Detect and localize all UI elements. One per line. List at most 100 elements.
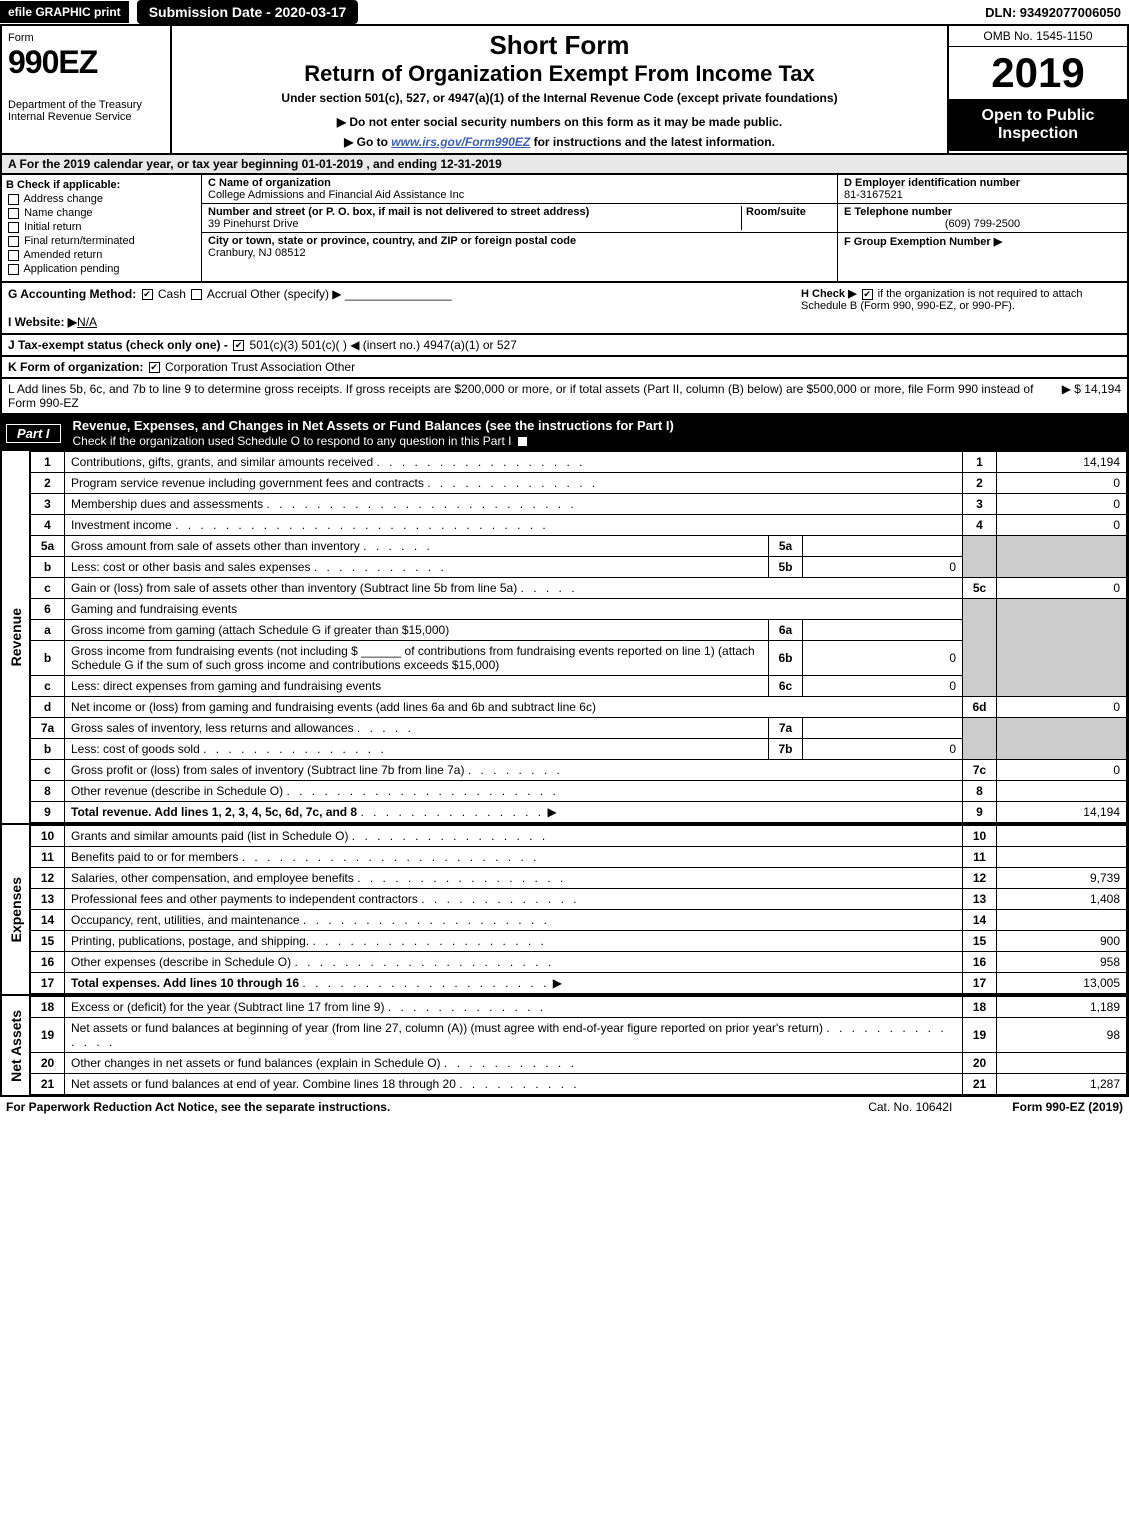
- line20-text: Other changes in net assets or fund bala…: [71, 1056, 441, 1070]
- top-bar: efile GRAPHIC print Submission Date - 20…: [0, 0, 1129, 26]
- line10-amt: [997, 826, 1127, 847]
- line6c-mid: 0: [803, 676, 963, 697]
- c-city-label: City or town, state or province, country…: [208, 235, 576, 247]
- d-ein: D Employer identification number 81-3167…: [838, 175, 1127, 204]
- j-opts: 501(c)(3) 501(c)( ) ◀ (insert no.) 4947(…: [250, 338, 517, 352]
- g-accounting: G Accounting Method: Cash Accrual Other …: [8, 287, 801, 301]
- line7a-mid: [803, 718, 963, 739]
- col-def: D Employer identification number 81-3167…: [837, 175, 1127, 281]
- org-city: Cranbury, NJ 08512: [208, 247, 306, 259]
- chk-initial-return[interactable]: Initial return: [6, 221, 197, 233]
- subtitle-under: Under section 501(c), 527, or 4947(a)(1)…: [176, 91, 943, 105]
- instruction-donot: ▶ Do not enter social security numbers o…: [176, 115, 943, 129]
- section-bcdef: B Check if applicable: Address change Na…: [0, 175, 1129, 283]
- room-label: Room/suite: [746, 206, 806, 218]
- d-label: D Employer identification number: [844, 177, 1020, 189]
- line7c-amt: 0: [997, 760, 1127, 781]
- line9-text: Total revenue. Add lines 1, 2, 3, 4, 5c,…: [71, 805, 357, 819]
- chk-accrual[interactable]: [191, 289, 202, 300]
- ein-value: 81-3167521: [844, 189, 903, 201]
- header-center: Short Form Return of Organization Exempt…: [172, 26, 947, 153]
- footer-catno: Cat. No. 10642I: [868, 1100, 952, 1114]
- i-website: I Website: ▶N/A: [8, 315, 801, 329]
- line18-text: Excess or (deficit) for the year (Subtra…: [71, 1000, 384, 1014]
- line13-text: Professional fees and other payments to …: [71, 892, 418, 906]
- form-label: Form: [8, 32, 164, 44]
- line3-text: Membership dues and assessments: [71, 497, 263, 511]
- line19-amt: 98: [997, 1018, 1127, 1053]
- e-phone: E Telephone number (609) 799-2500: [838, 204, 1127, 233]
- line16-text: Other expenses (describe in Schedule O): [71, 955, 291, 969]
- e-label: E Telephone number: [844, 206, 952, 218]
- department-label: Department of the Treasury Internal Reve…: [8, 99, 164, 123]
- org-name: College Admissions and Financial Aid Ass…: [208, 189, 464, 201]
- l-text: L Add lines 5b, 6c, and 7b to line 9 to …: [8, 382, 1062, 410]
- omb-number: OMB No. 1545-1150: [949, 26, 1127, 47]
- col-c-org-info: C Name of organization College Admission…: [202, 175, 837, 281]
- line11-text: Benefits paid to or for members: [71, 850, 238, 864]
- chk-application-pending[interactable]: Application pending: [6, 263, 197, 275]
- chk-name-change[interactable]: Name change: [6, 207, 197, 219]
- chk-cash[interactable]: [142, 289, 153, 300]
- line1-text: Contributions, gifts, grants, and simila…: [71, 455, 373, 469]
- chk-corporation[interactable]: [149, 362, 160, 373]
- submission-date-badge: Submission Date - 2020-03-17: [137, 0, 359, 24]
- goto-post: for instructions and the latest informat…: [530, 135, 775, 149]
- line7b-mid: 0: [803, 739, 963, 760]
- line14-text: Occupancy, rent, utilities, and maintena…: [71, 913, 300, 927]
- line10-text: Grants and similar amounts paid (list in…: [71, 829, 348, 843]
- line8-amt: [997, 781, 1127, 802]
- line1-amt: 14,194: [997, 452, 1127, 473]
- line6b-text: Gross income from fundraising events (no…: [71, 644, 755, 672]
- title-return: Return of Organization Exempt From Incom…: [176, 61, 943, 87]
- l-amount: ▶ $ 14,194: [1062, 382, 1121, 410]
- c-addr-label: Number and street (or P. O. box, if mail…: [208, 206, 589, 218]
- line6a-text: Gross income from gaming (attach Schedul…: [71, 623, 449, 637]
- chk-final-return[interactable]: Final return/terminated: [6, 235, 197, 247]
- line18-amt: 1,189: [997, 997, 1127, 1018]
- line2-amt: 0: [997, 473, 1127, 494]
- f-group: F Group Exemption Number ▶: [838, 233, 1127, 250]
- line15-amt: 900: [997, 931, 1127, 952]
- chk-schedule-b[interactable]: [862, 289, 873, 300]
- goto-pre: ▶ Go to: [344, 135, 391, 149]
- line17-amt: 13,005: [997, 973, 1127, 994]
- line16-amt: 958: [997, 952, 1127, 973]
- chk-schedule-o[interactable]: [517, 436, 528, 447]
- chk-amended-return[interactable]: Amended return: [6, 249, 197, 261]
- website-value: N/A: [77, 315, 97, 329]
- page-footer: For Paperwork Reduction Act Notice, see …: [0, 1097, 1129, 1117]
- line5a-text: Gross amount from sale of assets other t…: [71, 539, 360, 553]
- row-l: L Add lines 5b, 6c, and 7b to line 9 to …: [0, 379, 1129, 415]
- part1-header: Part I Revenue, Expenses, and Changes in…: [0, 415, 1129, 451]
- line9-amt: 14,194: [997, 802, 1127, 823]
- irs-link[interactable]: www.irs.gov/Form990EZ: [391, 135, 530, 149]
- line12-text: Salaries, other compensation, and employ…: [71, 871, 354, 885]
- efile-print-label[interactable]: efile GRAPHIC print: [0, 1, 129, 23]
- line5b-text: Less: cost or other basis and sales expe…: [71, 560, 310, 574]
- part1-sub: Check if the organization used Schedule …: [73, 434, 512, 448]
- line7a-text: Gross sales of inventory, less returns a…: [71, 721, 354, 735]
- line15-text: Printing, publications, postage, and shi…: [71, 934, 309, 948]
- line21-text: Net assets or fund balances at end of ye…: [71, 1077, 456, 1091]
- expenses-label: Expenses: [8, 877, 24, 942]
- part1-label: Part I: [6, 424, 61, 443]
- footer-left: For Paperwork Reduction Act Notice, see …: [6, 1100, 390, 1114]
- line6-text: Gaming and fundraising events: [65, 599, 963, 620]
- line6a-mid: [803, 620, 963, 641]
- h-check: H Check ▶ if the organization is not req…: [801, 287, 1121, 329]
- f-label: F Group Exemption Number ▶: [844, 236, 1002, 248]
- header-right: OMB No. 1545-1150 2019 Open to Public In…: [947, 26, 1127, 153]
- expenses-section: Expenses 10Grants and similar amounts pa…: [0, 825, 1129, 996]
- line6d-amt: 0: [997, 697, 1127, 718]
- title-short: Short Form: [176, 30, 943, 61]
- line2-text: Program service revenue including govern…: [71, 476, 424, 490]
- phone-value: (609) 799-2500: [844, 218, 1121, 230]
- line5b-mid: 0: [803, 557, 963, 578]
- chk-501c3[interactable]: [233, 340, 244, 351]
- chk-address-change[interactable]: Address change: [6, 193, 197, 205]
- c-address: Number and street (or P. O. box, if mail…: [202, 204, 837, 233]
- row-gh: G Accounting Method: Cash Accrual Other …: [0, 283, 1129, 335]
- form-header: Form 990EZ Department of the Treasury In…: [0, 26, 1129, 155]
- netassets-section: Net Assets 18Excess or (deficit) for the…: [0, 996, 1129, 1097]
